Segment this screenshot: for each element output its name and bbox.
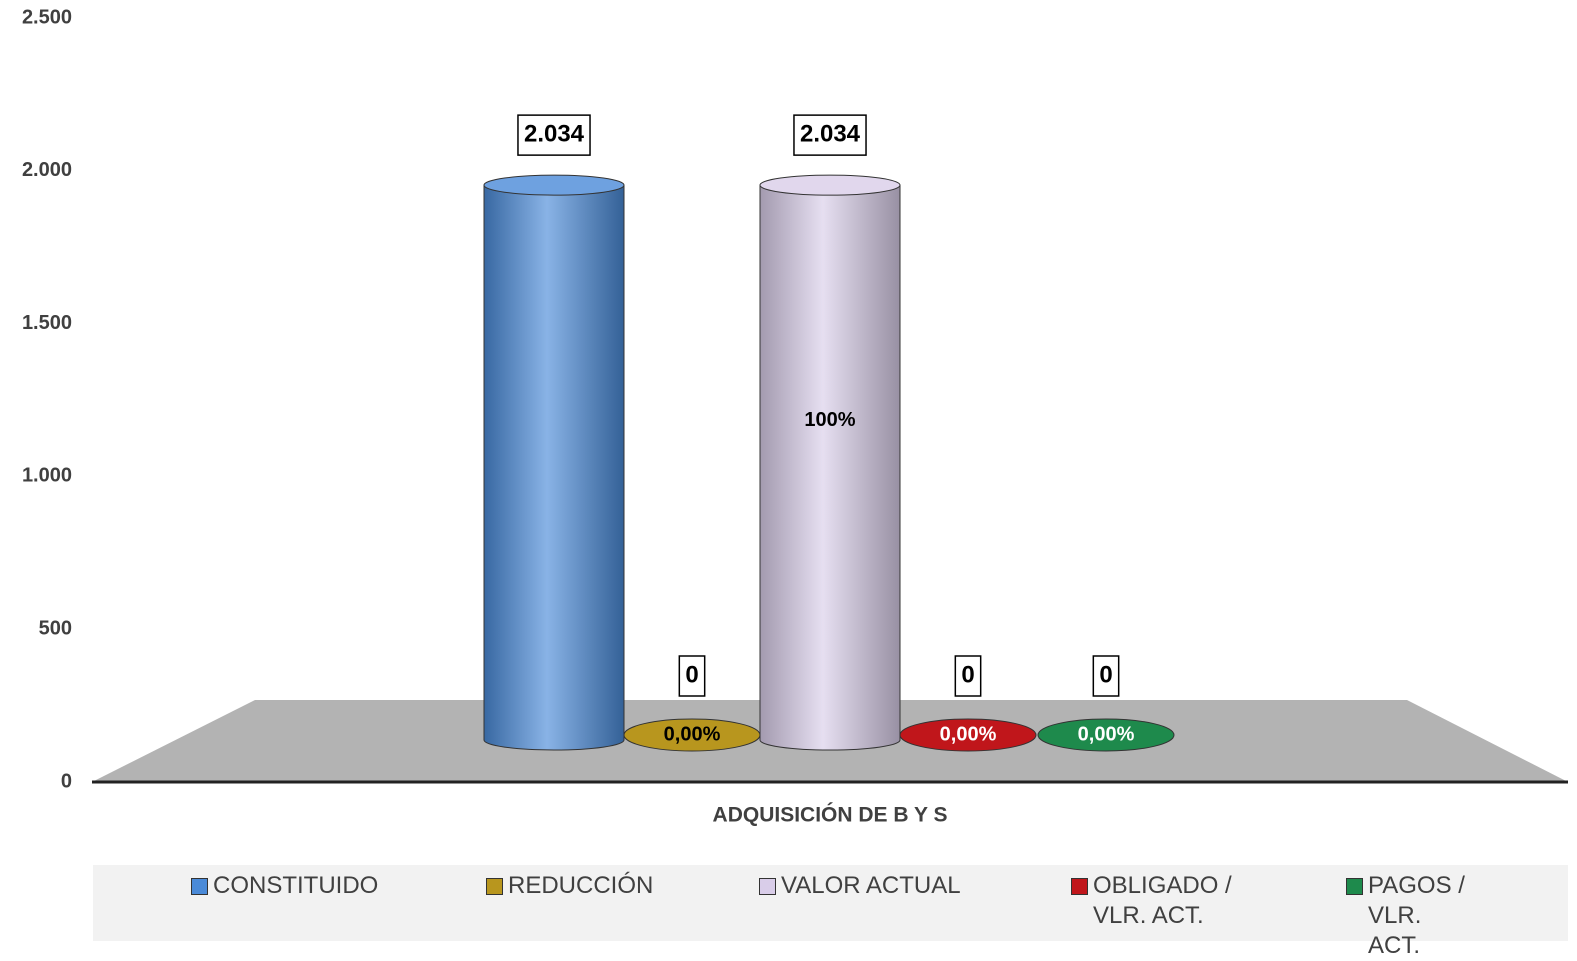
legend-swatch (486, 878, 503, 895)
value-label: 2.034 (800, 120, 861, 147)
legend-swatch (1071, 878, 1088, 895)
legend-item: REDUCCIÓN (486, 871, 716, 901)
legend-label: CONSTITUIDO (213, 871, 378, 901)
cylinder (760, 185, 900, 750)
legend-label: PAGOS / VLR. ACT. (1368, 871, 1476, 961)
y-tick-label: 1.000 (22, 465, 72, 487)
y-tick-label: 500 (39, 617, 72, 639)
value-label: 0 (961, 661, 974, 688)
legend-item: CONSTITUIDO (191, 871, 421, 901)
legend-item: VALOR ACTUAL (759, 871, 1009, 901)
share-label: 0,00% (940, 723, 997, 745)
share-label: 100% (804, 409, 855, 431)
share-label: 0,00% (1078, 723, 1135, 745)
legend-swatch (191, 878, 208, 895)
value-label: 2.034 (524, 120, 585, 147)
legend: CONSTITUIDO REDUCCIÓN VALOR ACTUAL OBLIGADO… (93, 865, 1568, 941)
legend-label: OBLIGADO / VLR. ACT. (1093, 871, 1241, 931)
cylinder-top (760, 175, 900, 195)
cylinder (484, 185, 624, 750)
legend-item: PAGOS / VLR. ACT. (1346, 871, 1476, 961)
legend-label: VALOR ACTUAL (781, 871, 961, 901)
y-tick-label: 1.500 (22, 312, 72, 334)
chart: ADQUISICIÓN DE B Y S 0 500 1.000 1.500 2.000… (0, 0, 1577, 860)
page: ADQUISICIÓN DE B Y S 0 500 1.000 1.500 2.000… (0, 0, 1577, 946)
x-category-label: ADQUISICIÓN DE B Y S (713, 803, 948, 827)
y-tick-label: 2.000 (22, 159, 72, 181)
legend-label: REDUCCIÓN (508, 871, 653, 901)
y-tick-label: 0 (61, 770, 72, 792)
legend-item: OBLIGADO / VLR. ACT. (1071, 871, 1241, 931)
value-label: 0 (1099, 661, 1112, 688)
legend-swatch (759, 878, 776, 895)
legend-swatch (1346, 878, 1363, 895)
value-label: 0 (685, 661, 698, 688)
y-tick-label: 2.500 (22, 6, 72, 28)
share-label: 0,00% (664, 723, 721, 745)
cylinder-top (484, 175, 624, 195)
